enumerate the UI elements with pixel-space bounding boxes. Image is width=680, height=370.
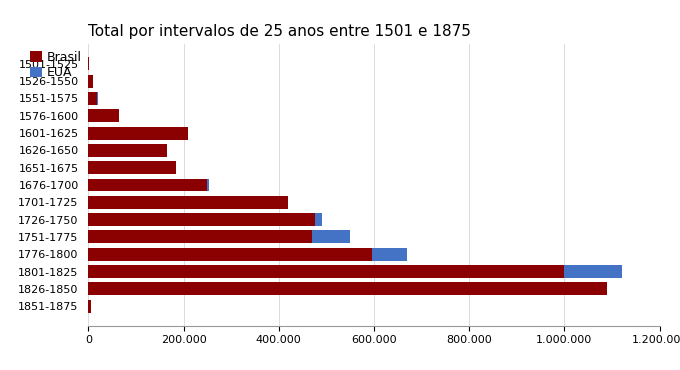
Bar [88,282,607,296]
Bar [88,178,207,192]
Text: Total por intervalos de 25 anos entre 1501 e 1875: Total por intervalos de 25 anos entre 15… [88,24,471,39]
Bar [88,109,120,122]
Bar [88,92,97,105]
Bar [88,196,288,209]
Bar [88,74,93,88]
Bar [207,178,209,192]
Bar [88,57,89,70]
Bar [314,213,322,226]
Bar [88,127,188,139]
Bar [88,231,312,243]
Bar [88,144,167,157]
Bar [88,265,564,278]
Bar [312,231,350,243]
Bar [88,248,371,261]
Bar [564,265,622,278]
Legend: Brasil, EUA: Brasil, EUA [30,51,82,79]
Bar [88,161,177,174]
Bar [371,248,407,261]
Bar [97,92,98,105]
Bar [88,300,91,313]
Bar [88,213,314,226]
